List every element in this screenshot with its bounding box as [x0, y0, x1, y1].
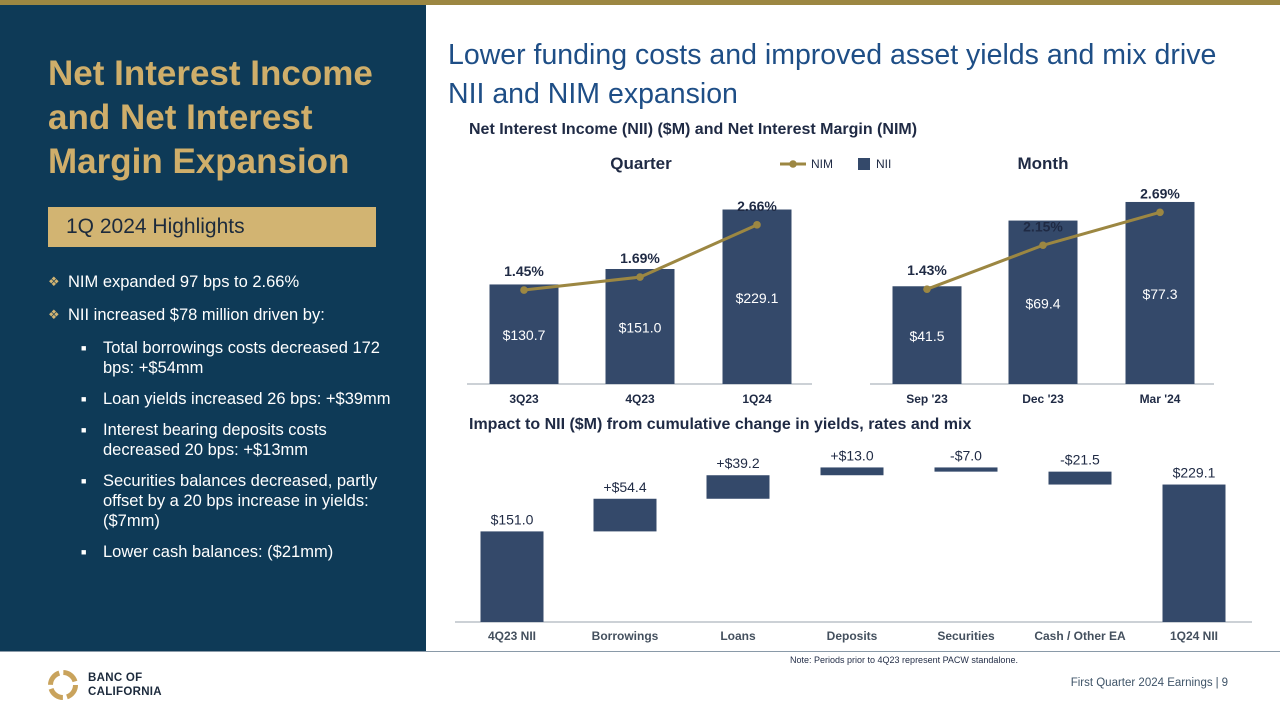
legend-nii-label: NII	[876, 157, 891, 171]
chart-title: Quarter	[610, 154, 672, 173]
nii-bar	[722, 209, 792, 384]
nii-value-label: $41.5	[909, 328, 944, 344]
nii-bar	[489, 284, 559, 384]
nim-value-label: 1.69%	[620, 250, 660, 266]
waterfall-bar	[820, 467, 884, 476]
waterfall-category-label: Loans	[720, 629, 756, 643]
logo-line-1: BANC OF	[88, 672, 143, 684]
nii-value-label: $151.0	[619, 319, 662, 335]
waterfall-value-label: -$7.0	[950, 447, 982, 463]
nim-point	[520, 286, 528, 294]
waterfall-chart-title: Impact to NII ($M) from cumulative chang…	[469, 416, 972, 433]
waterfall-value-label: $151.0	[491, 511, 534, 527]
waterfall-bar	[1048, 471, 1112, 485]
sub-bullet-text: Total borrowings costs decreased 172 bps…	[103, 339, 380, 377]
nii-nim-chart-title: Net Interest Income (NII) ($M) and Net I…	[469, 121, 918, 138]
square-bullet-icon: ■	[81, 343, 87, 353]
bullet-text: NII increased $78 million driven by:	[68, 306, 325, 324]
diamond-bullet-icon: ❖	[48, 307, 60, 322]
logo-line-2: CALIFORNIA	[88, 686, 162, 698]
nii-bar	[605, 268, 675, 384]
square-bullet-icon: ■	[81, 547, 87, 557]
nim-value-label: 2.69%	[1140, 185, 1180, 201]
x-tick-label: Mar '24	[1140, 392, 1181, 406]
page-number: 9	[1221, 677, 1228, 689]
waterfall-bar	[706, 475, 770, 499]
waterfall-category-label: Securities	[937, 629, 995, 643]
bullet-nim: ❖ NIM expanded 97 bps to 2.66%	[48, 272, 393, 292]
nii-bar	[892, 286, 962, 384]
nim-value-label: 1.45%	[504, 263, 544, 279]
footer-text: First Quarter 2024 Earnings | 9	[1071, 677, 1228, 689]
nim-point	[1039, 241, 1047, 250]
sub-bullet-text: Lower cash balances: ($21mm)	[103, 543, 334, 561]
legend-nim-marker	[789, 160, 797, 168]
nii-value-label: $229.1	[736, 290, 779, 306]
nim-point	[923, 285, 931, 293]
x-tick-label: Sep '23	[906, 392, 948, 406]
nim-value-label: 2.15%	[1023, 218, 1063, 234]
nim-point	[753, 221, 761, 229]
footer-separator: |	[1215, 677, 1219, 689]
footer-label: First Quarter 2024 Earnings	[1070, 677, 1213, 689]
nim-value-label: 1.43%	[907, 262, 947, 278]
waterfall-value-label: -$21.5	[1060, 452, 1100, 468]
waterfall-category-label: 4Q23 NII	[488, 629, 536, 643]
legend-nii-swatch	[858, 158, 870, 170]
waterfall-bar	[1162, 484, 1226, 622]
banc-of-california-logo	[48, 670, 78, 700]
footer-rule	[0, 651, 1280, 652]
square-bullet-icon: ■	[81, 425, 87, 435]
nii-bar	[1125, 201, 1195, 384]
square-bullet-icon: ■	[81, 394, 87, 404]
diamond-bullet-icon: ❖	[48, 274, 60, 289]
waterfall-value-label: +$39.2	[716, 455, 759, 471]
nim-point	[1156, 208, 1164, 217]
bullet-nii: ❖ NII increased $78 million driven by:	[48, 305, 393, 325]
chart-title: Month	[1018, 154, 1069, 173]
waterfall-category-label: 1Q24 NII	[1170, 629, 1218, 643]
top-accent-rule	[0, 0, 1280, 5]
highlights-list: ❖ NIM expanded 97 bps to 2.66% ❖ NII incre…	[48, 272, 393, 573]
nii-value-label: $69.4	[1025, 295, 1060, 311]
sub-bullet-text: Interest bearing deposits costs decrease…	[103, 421, 327, 459]
slide-title: Net Interest Income and Net Interest Mar…	[48, 54, 373, 181]
waterfall-bar	[934, 467, 998, 472]
waterfall-bar	[480, 531, 544, 622]
legend-nim-label: NIM	[811, 157, 833, 171]
headline: Lower funding costs and improved asset y…	[448, 39, 1217, 110]
left-panel	[0, 5, 426, 651]
sub-bullet-loans: ■ Loan yields increased 26 bps: +$39mm	[48, 389, 393, 409]
sub-bullet-text: Securities balances decreased, partly of…	[103, 472, 378, 530]
waterfall-bar	[593, 498, 657, 532]
bullet-text: NIM expanded 97 bps to 2.66%	[68, 273, 300, 291]
waterfall-value-label: +$13.0	[830, 447, 873, 463]
sub-bullet-securities: ■ Securities balances decreased, partly o…	[48, 471, 393, 531]
nim-value-label: 2.66%	[737, 198, 777, 214]
waterfall-value-label: $229.1	[1173, 465, 1216, 481]
footnote: Note: Periods prior to 4Q23 represent PA…	[790, 655, 1018, 665]
waterfall-category-label: Borrowings	[592, 629, 659, 643]
logo-wordmark: BANC OF CALIFORNIA	[88, 671, 162, 699]
square-bullet-icon: ■	[81, 476, 87, 486]
nim-point	[636, 273, 644, 281]
waterfall-value-label: +$54.4	[603, 479, 646, 495]
waterfall-category-label: Cash / Other EA	[1034, 629, 1126, 643]
sub-bullet-borrowings: ■ Total borrowings costs decreased 172 bp…	[48, 338, 393, 378]
x-tick-label: 3Q23	[509, 392, 539, 406]
sub-bullet-cash: ■ Lower cash balances: ($21mm)	[48, 542, 393, 562]
waterfall-category-label: Deposits	[827, 629, 878, 643]
x-tick-label: Dec '23	[1022, 392, 1064, 406]
sub-bullet-deposits: ■ Interest bearing deposits costs decreas…	[48, 420, 393, 460]
sub-bullet-text: Loan yields increased 26 bps: +$39mm	[103, 390, 391, 408]
x-tick-label: 4Q23	[625, 392, 655, 406]
x-tick-label: 1Q24	[742, 392, 772, 406]
highlights-label: 1Q 2024 Highlights	[48, 207, 376, 247]
nii-value-label: $130.7	[503, 327, 546, 343]
nii-value-label: $77.3	[1142, 286, 1177, 302]
